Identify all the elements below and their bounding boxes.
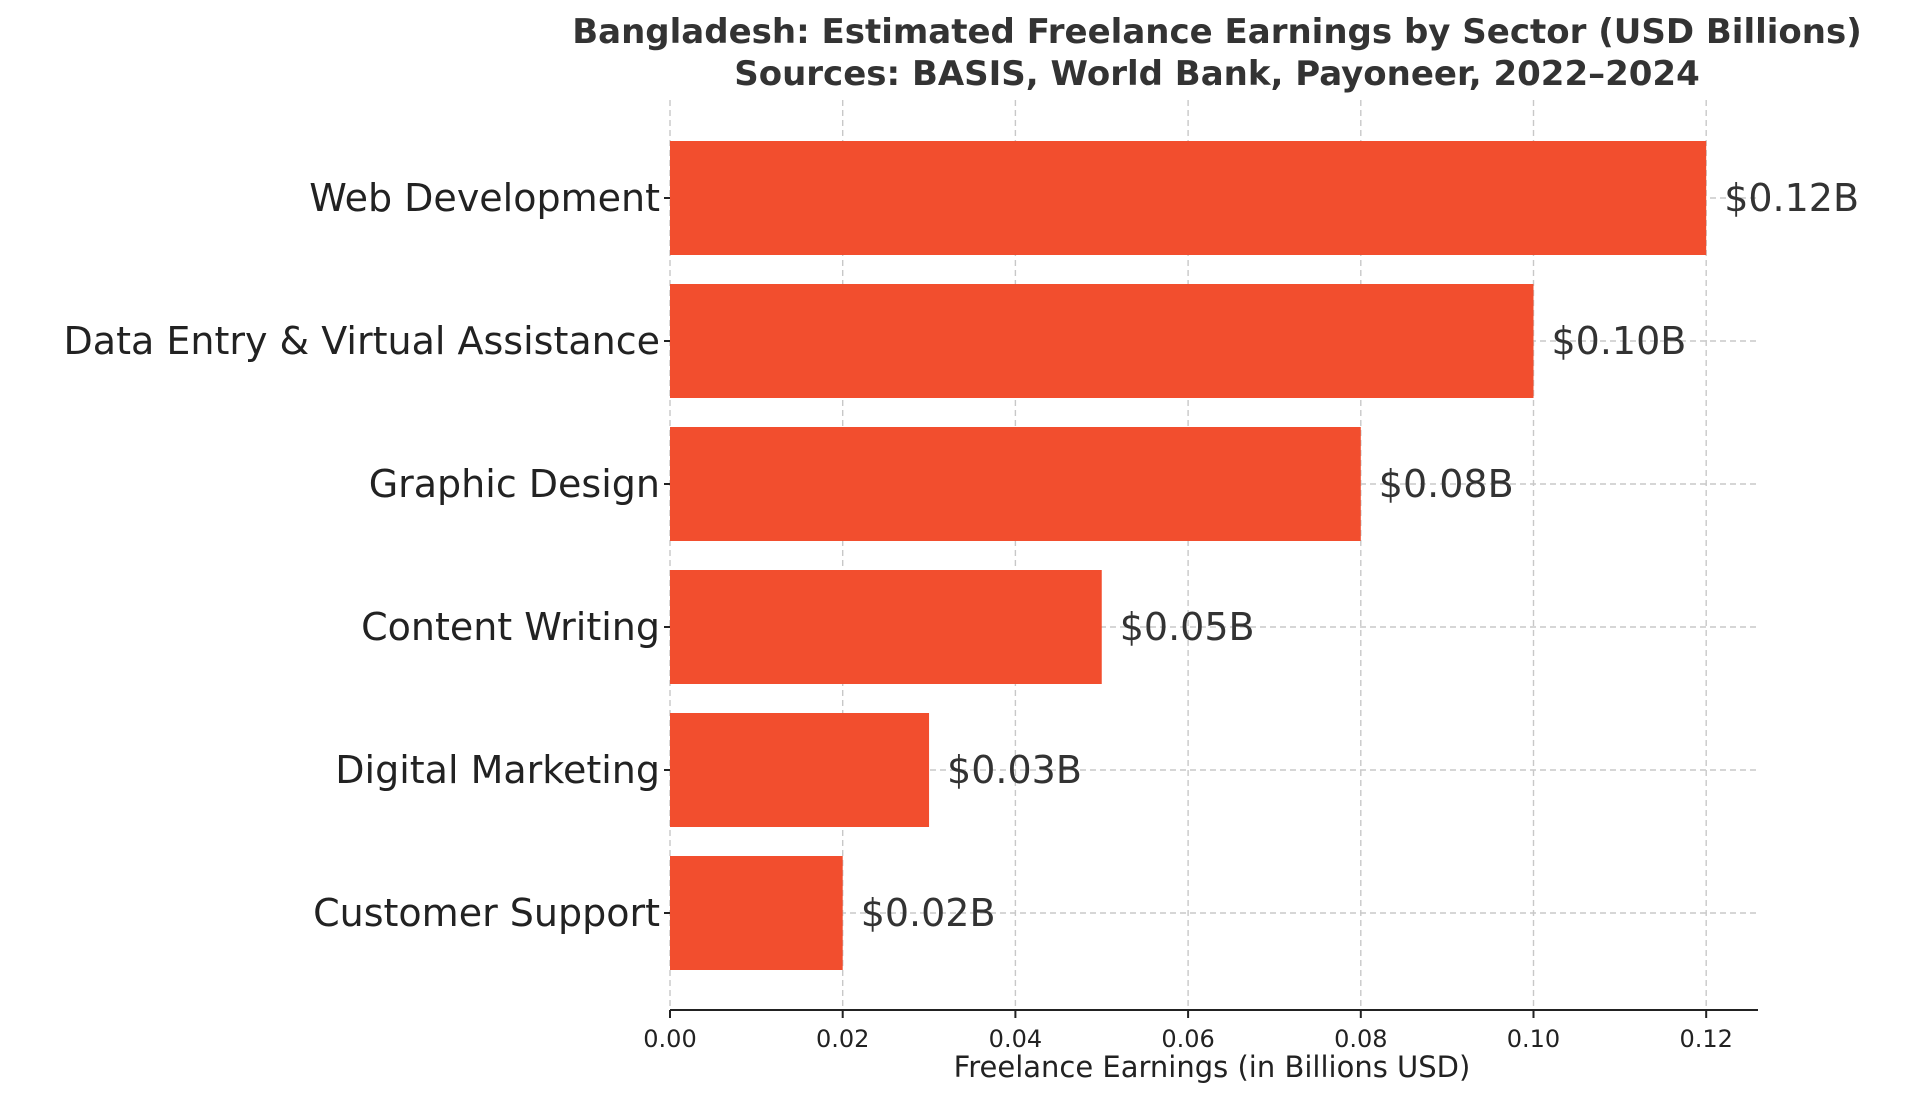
x-tick-label: 0.08 (1334, 1025, 1387, 1053)
category-label: Content Writing (361, 605, 660, 649)
category-label: Digital Marketing (335, 748, 660, 792)
data-labels: $0.12B $0.10B $0.08B $0.05B $0.03B $0.02B (861, 176, 1859, 935)
category-label: Web Development (309, 176, 660, 220)
category-label: Customer Support (313, 891, 660, 935)
bar (670, 570, 1102, 684)
x-tick-label: 0.00 (643, 1025, 696, 1053)
bar-value-label: $0.12B (1724, 176, 1859, 220)
x-tick-label: 0.06 (1161, 1025, 1214, 1053)
x-tick-label: 0.04 (989, 1025, 1042, 1053)
category-labels: Web Development Data Entry & Virtual Assi… (64, 176, 670, 935)
x-tick-label: 0.02 (816, 1025, 869, 1053)
x-tick-label: 0.10 (1507, 1025, 1560, 1053)
x-axis: 0.00 0.02 0.04 0.06 0.08 0.10 0.12 (643, 1009, 1758, 1053)
bar (670, 141, 1707, 255)
bar (670, 856, 843, 970)
chart-subtitle: Sources: BASIS, World Bank, Payoneer, 20… (734, 54, 1700, 94)
category-label: Data Entry & Virtual Assistance (64, 319, 660, 363)
category-label: Graphic Design (369, 462, 660, 506)
bars (670, 141, 1707, 970)
bar-value-label: $0.02B (861, 891, 996, 935)
x-tick-label: 0.12 (1679, 1025, 1732, 1053)
bar-value-label: $0.05B (1120, 605, 1255, 649)
bar (670, 713, 930, 827)
chart-title: Bangladesh: Estimated Freelance Earnings… (572, 12, 1862, 52)
bar-value-label: $0.10B (1551, 319, 1686, 363)
bar (670, 284, 1534, 398)
bar-value-label: $0.08B (1379, 462, 1514, 506)
bar (670, 427, 1361, 541)
x-axis-label: Freelance Earnings (in Billions USD) (954, 1050, 1471, 1084)
bar-value-label: $0.03B (947, 748, 1082, 792)
